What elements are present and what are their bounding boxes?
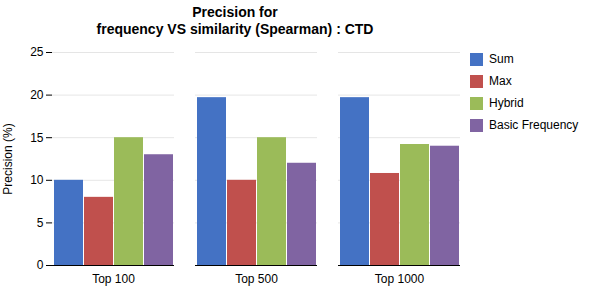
svg-text:25: 25 bbox=[30, 45, 44, 59]
svg-text:Top 100: Top 100 bbox=[92, 272, 135, 286]
svg-text:Top 500: Top 500 bbox=[235, 272, 278, 286]
html-text:Max: Max bbox=[489, 74, 512, 88]
svg-text:Precision (%): Precision (%) bbox=[1, 123, 15, 194]
html-text:Basic Frequency: Basic Frequency bbox=[489, 118, 579, 132]
svg-text:5: 5 bbox=[37, 216, 44, 230]
svg-text:10: 10 bbox=[30, 173, 44, 187]
svg-text:Top 1000: Top 1000 bbox=[375, 272, 425, 286]
html-text:Hybrid: Hybrid bbox=[489, 96, 524, 110]
svg-text:0: 0 bbox=[37, 258, 44, 272]
html-text:Sum: Sum bbox=[489, 52, 514, 66]
html-text:Precision for frequency VS sim: Precision for frequency VS similarity (S… bbox=[96, 4, 374, 37]
svg-text:15: 15 bbox=[30, 131, 44, 145]
svg-text:20: 20 bbox=[30, 88, 44, 102]
